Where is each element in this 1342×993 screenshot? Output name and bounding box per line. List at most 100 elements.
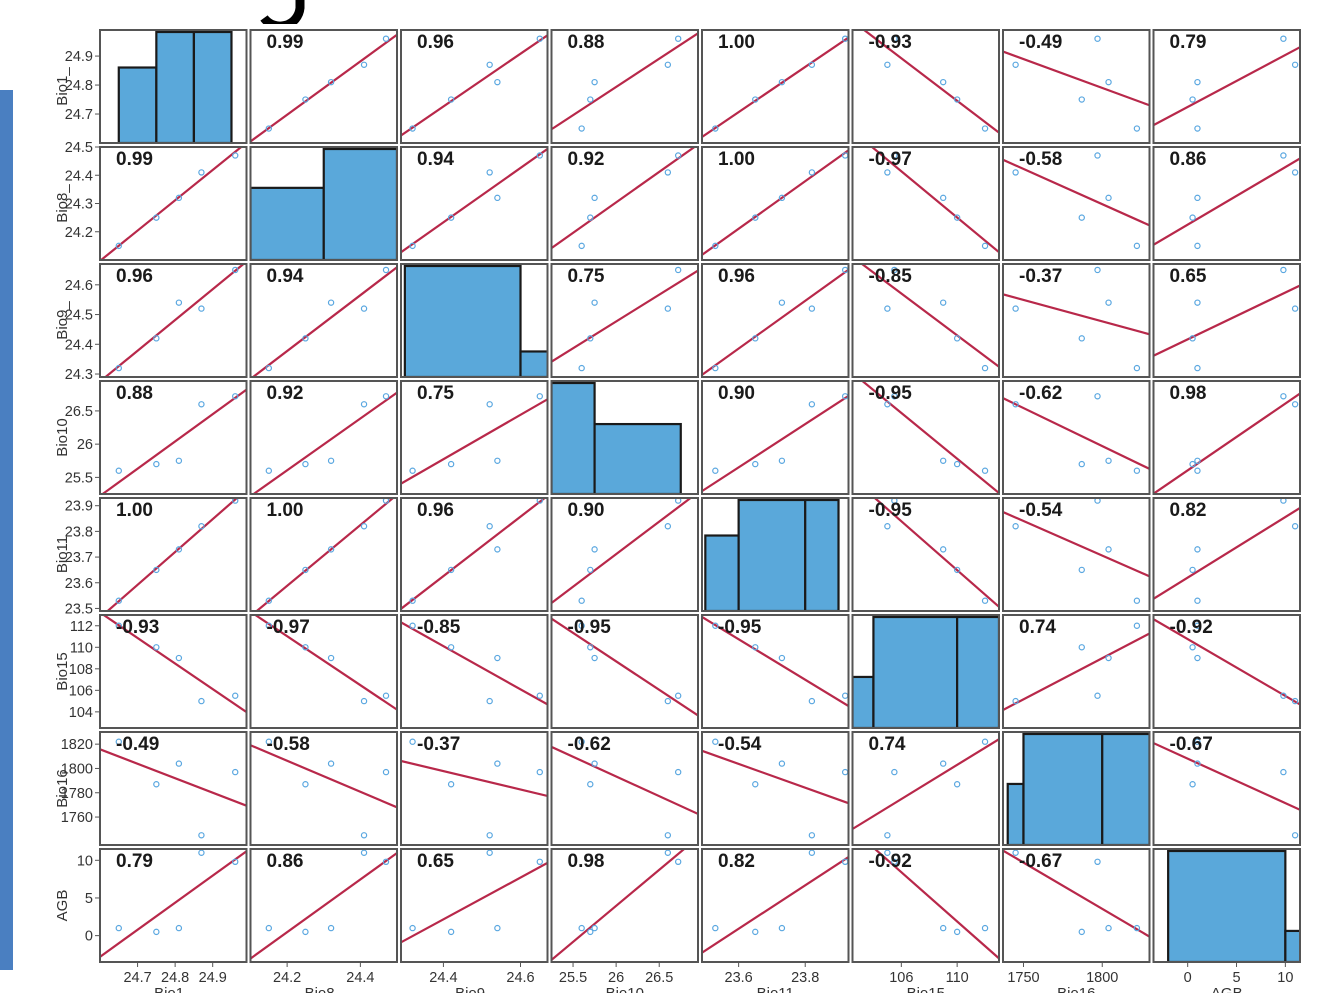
point-Bio8_-vs-AGB-4	[1280, 152, 1287, 159]
panel-Bio11-vs-Bio11	[701, 497, 850, 612]
point-Bio15-vs-Bio1_-4	[232, 692, 239, 699]
point-Bio9_-vs-Bio16-3	[1012, 305, 1019, 312]
x-tick-label-Bio11: 23.8	[791, 970, 819, 986]
point-Bio16-vs-Bio8_-4	[382, 768, 390, 776]
fit-line-Bio1_-vs-Bio15	[862, 30, 999, 134]
point-Bio10-vs-Bio9_-3	[486, 401, 493, 408]
point-Bio1_-vs-Bio15-3	[884, 61, 891, 68]
panel-Bio10-vs-Bio9_: 0.75	[400, 380, 549, 495]
hist-bar-Bio9_-0	[403, 264, 522, 377]
point-Bio8_-vs-Bio15-0	[981, 242, 989, 250]
point-Bio15-vs-Bio10-4	[674, 692, 682, 699]
fit-line-Bio16-vs-Bio15	[852, 738, 999, 830]
fit-line-Bio9_-vs-Bio16	[1003, 293, 1150, 336]
panel-border	[400, 731, 549, 846]
corr-label-Bio9_-AGB: 0.65	[1170, 266, 1207, 287]
panel-Bio11-vs-AGB: 0.82	[1152, 497, 1301, 612]
point-Bio11-vs-Bio10-2	[591, 546, 598, 553]
point-Bio15-vs-Bio16-2	[1105, 654, 1112, 662]
panel-Bio8_-vs-Bio10: 0.92	[550, 146, 699, 261]
fit-line-Bio9_-vs-Bio1_	[103, 264, 246, 377]
x-tick-label-Bio9_: 24.4	[429, 970, 457, 986]
fit-line-Bio16-vs-Bio9_	[401, 759, 548, 798]
hist-bar-Bio1_-1	[155, 30, 196, 143]
point-Bio16-vs-Bio8_-3	[360, 832, 368, 839]
panel-border	[550, 848, 699, 963]
fit-line-Bio10-vs-Bio11	[702, 395, 849, 493]
point-Bio11-vs-Bio1_-4	[232, 498, 239, 504]
point-Bio10-vs-Bio11-2	[778, 457, 786, 464]
fit-line-Bio8_-vs-AGB	[1153, 157, 1300, 246]
corr-label-Bio9_-Bio11: 0.96	[718, 266, 755, 287]
fit-line-Bio11-vs-Bio1_	[105, 498, 239, 611]
panel-Bio16-vs-Bio8_: -0.58	[249, 731, 398, 846]
corr-label-AGB-Bio15: -0.92	[869, 851, 912, 872]
y-tick-label-Bio16: 1780	[61, 786, 93, 802]
fit-line-AGB-vs-Bio10	[551, 849, 686, 961]
panel-border	[99, 497, 248, 612]
fit-line-AGB-vs-Bio1_	[100, 850, 247, 958]
corr-label-Bio11-Bio9_: 0.96	[417, 500, 454, 521]
point-Bio16-vs-Bio10-4	[674, 768, 682, 776]
panel-Bio9_-vs-Bio1_: 0.96	[99, 263, 248, 378]
fit-line-Bio1_-vs-Bio11	[702, 36, 849, 138]
point-Bio16-vs-Bio15-2	[939, 760, 947, 767]
point-Bio16-vs-Bio15-3	[884, 832, 891, 839]
hist-bar-Bio1_-0	[117, 66, 158, 143]
point-Bio9_-vs-Bio10-1	[587, 335, 594, 342]
y-tick-label-Bio1_: 24.7	[65, 107, 93, 123]
point-Bio15-vs-Bio9_-0	[409, 622, 416, 629]
fit-line-Bio11-vs-Bio8_	[255, 498, 395, 611]
point-Bio15-vs-Bio8_-4	[382, 692, 390, 699]
point-Bio16-vs-Bio1_-4	[232, 768, 239, 776]
point-Bio16-vs-Bio9_-4	[536, 768, 543, 776]
y-tick-label-Bio15: 110	[70, 640, 93, 656]
panel-border	[249, 848, 398, 963]
point-Bio16-vs-Bio8_-2	[327, 760, 335, 767]
point-Bio11-vs-Bio8_-0	[265, 597, 273, 604]
point-Bio10-vs-Bio9_-4	[536, 393, 543, 400]
panel-border	[550, 263, 699, 378]
point-Bio16-vs-Bio9_-2	[494, 760, 501, 767]
panel-border	[400, 497, 549, 612]
fit-line-Bio16-vs-Bio1_	[100, 748, 247, 807]
point-AGB-vs-Bio8_-0	[265, 924, 273, 932]
panel-Bio9_-vs-Bio15: -0.85	[851, 263, 1000, 378]
panel-Bio15-vs-Bio15	[851, 614, 1000, 729]
point-Bio9_-vs-Bio10-0	[578, 364, 585, 372]
point-Bio8_-vs-Bio10-2	[591, 194, 598, 202]
fit-line-Bio8_-vs-Bio9_	[401, 147, 548, 254]
point-Bio15-vs-Bio1_-0	[115, 622, 122, 629]
point-Bio9_-vs-Bio15-0	[981, 364, 989, 372]
corr-label-Bio1_-Bio9_: 0.96	[417, 32, 454, 53]
point-Bio11-vs-Bio15-1	[953, 566, 961, 574]
y-tick-label-Bio9_: 24.3	[65, 367, 93, 383]
point-Bio10-vs-Bio11-0	[712, 467, 719, 474]
point-AGB-vs-Bio9_-2	[494, 924, 501, 932]
y-tick-label-Bio8_: 24.4	[65, 168, 93, 184]
y-tick-label-Bio15: 104	[69, 705, 93, 721]
fit-line-Bio10-vs-Bio9_	[401, 398, 548, 485]
point-Bio16-vs-Bio1_-1	[153, 781, 160, 788]
y-tick-label-Bio8_: 24.5	[65, 140, 93, 156]
point-Bio11-vs-Bio15-2	[939, 546, 947, 553]
point-Bio8_-vs-Bio9_-3	[486, 169, 493, 176]
panel-border	[550, 731, 699, 846]
panel-border	[851, 731, 1000, 846]
panel-Bio9_-vs-Bio9_	[400, 263, 549, 378]
point-Bio8_-vs-Bio9_-0	[409, 242, 416, 250]
point-Bio9_-vs-AGB-1	[1189, 335, 1196, 342]
point-Bio16-vs-AGB-2	[1194, 760, 1201, 767]
fit-line-Bio9_-vs-Bio11	[702, 268, 849, 376]
fit-line-Bio15-vs-Bio1_	[101, 615, 247, 713]
point-Bio9_-vs-Bio8_-2	[327, 299, 335, 306]
point-Bio10-vs-Bio15-1	[953, 460, 961, 468]
panel-border	[249, 263, 398, 378]
panel-border	[1152, 848, 1301, 963]
panel-AGB-vs-Bio16: -0.67	[1002, 848, 1151, 963]
point-Bio9_-vs-Bio11-0	[712, 364, 719, 372]
point-Bio9_-vs-Bio1_-3	[198, 305, 205, 312]
fit-line-Bio10-vs-Bio1_	[100, 388, 247, 494]
panel-Bio15-vs-Bio11: -0.95	[701, 614, 850, 729]
corr-label-Bio11-Bio1_: 1.00	[116, 500, 153, 521]
